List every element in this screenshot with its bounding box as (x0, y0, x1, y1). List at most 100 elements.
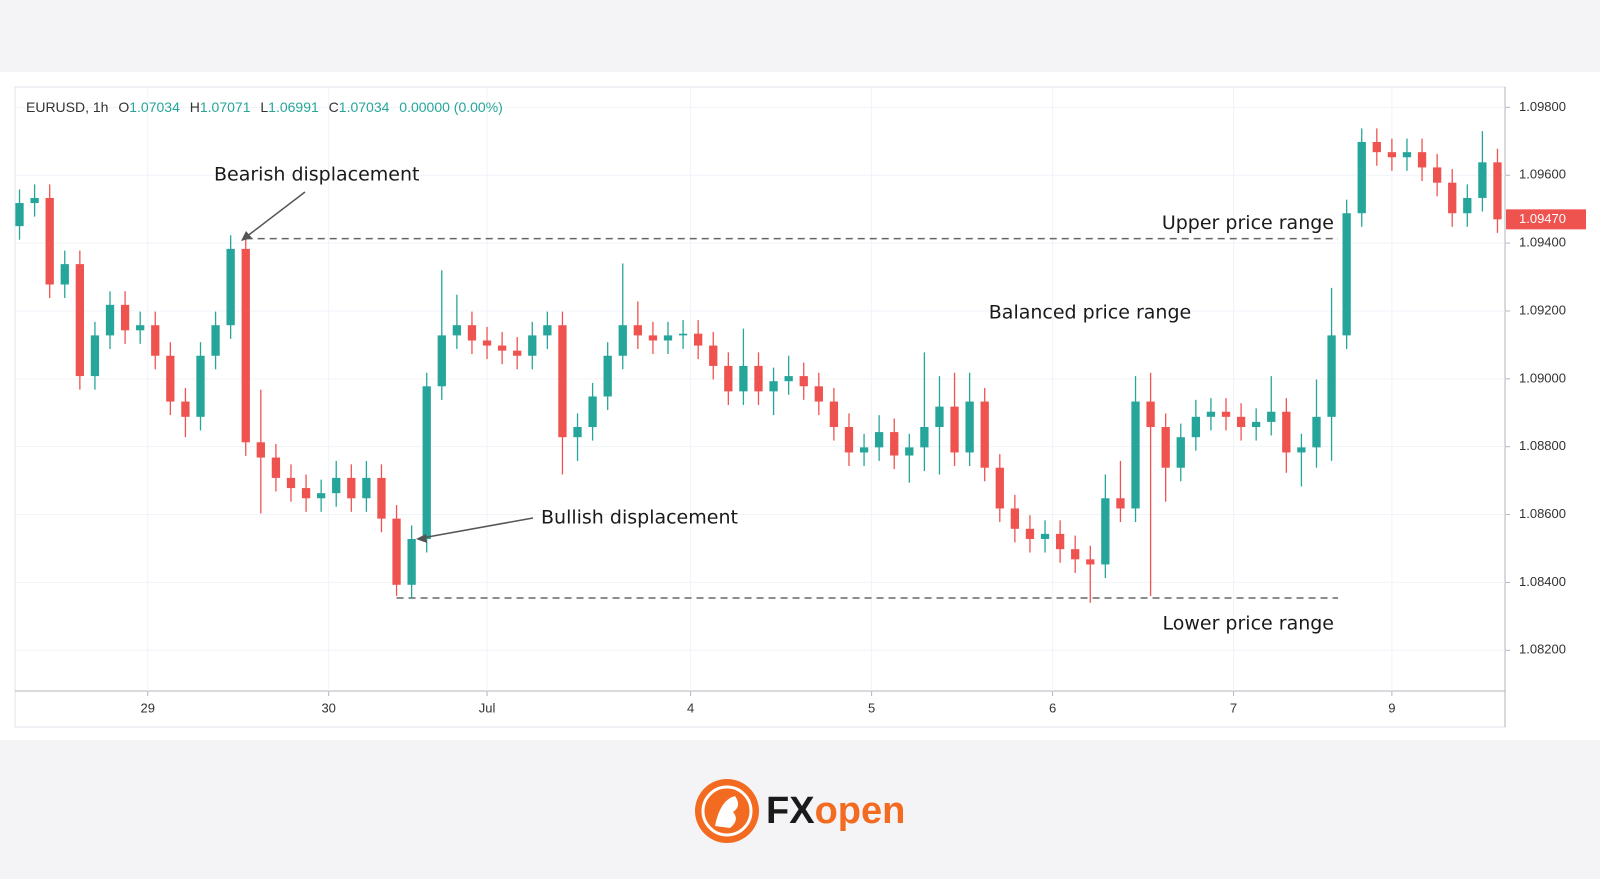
bullish-arrow (421, 517, 534, 539)
x-tick-label: 6 (1049, 700, 1056, 715)
candle-body (1267, 411, 1276, 422)
y-tick-label: 1.09200 (1519, 302, 1566, 317)
y-tick-label: 1.08200 (1519, 642, 1566, 657)
logo-text: FXopen (766, 790, 905, 832)
candle-body (603, 355, 612, 397)
candle-body (859, 447, 869, 453)
candle-body (1448, 182, 1457, 214)
candle-body (392, 518, 401, 585)
candle-body (980, 401, 989, 468)
candle-body (271, 457, 281, 478)
x-tick-label: 4 (687, 700, 694, 715)
candle-body (120, 304, 130, 331)
y-tick-label: 1.08800 (1519, 438, 1566, 453)
candle-body (1101, 498, 1110, 565)
candle-body (1402, 152, 1412, 158)
candle-body (528, 335, 537, 356)
candle-body (995, 467, 1004, 509)
candle-body (920, 427, 929, 448)
candle-body (1342, 213, 1351, 336)
bullish-arrowhead (416, 534, 427, 543)
candle-body (709, 345, 718, 366)
candle-body (211, 325, 220, 356)
candle-body (1040, 533, 1050, 539)
chart-header: EURUSD, 1h O1.07034 H1.07071 L1.06991 C1… (26, 99, 503, 115)
level-label: Lower price range (1162, 613, 1334, 635)
candle-body (1297, 447, 1306, 453)
candle-body (1463, 197, 1472, 214)
low-label: L (260, 99, 268, 115)
high-label: H (190, 99, 200, 115)
x-tick-label: 30 (321, 700, 335, 715)
x-tick-label: 9 (1388, 700, 1395, 715)
candle-body (241, 248, 250, 443)
candle-body (482, 340, 492, 346)
candle-body (1116, 498, 1125, 509)
open-value: 1.07034 (129, 99, 180, 115)
candle-body (829, 401, 839, 428)
candle-body (1387, 152, 1397, 158)
candle-body (1327, 335, 1336, 417)
candle-body (1282, 411, 1291, 453)
y-tick-label: 1.09600 (1519, 167, 1566, 182)
candle-body (286, 477, 296, 489)
candle-body (663, 335, 673, 341)
candle-body (814, 386, 823, 402)
candle-body (1417, 152, 1427, 168)
candle-body (497, 345, 507, 351)
candle-body (45, 197, 54, 285)
close-label: C (329, 99, 339, 115)
candle-body (226, 248, 235, 326)
candle-body (105, 304, 115, 336)
last-price-label: 1.09470 (1519, 211, 1566, 226)
candle-body (1252, 421, 1261, 428)
candle-body (678, 333, 688, 336)
candle-body (1432, 167, 1442, 183)
candle-body (1206, 411, 1216, 417)
y-tick-label: 1.08400 (1519, 574, 1566, 589)
candle-body (452, 325, 462, 336)
candle-body (1025, 528, 1035, 539)
y-tick-label: 1.09400 (1519, 235, 1566, 250)
balanced-annotation: Balanced price range (989, 302, 1191, 324)
candle-body (90, 335, 100, 377)
candle-body (1055, 533, 1065, 550)
candle-body (1312, 416, 1321, 448)
logo-fx: FX (766, 790, 815, 832)
candle-body (513, 350, 522, 356)
candle-body (15, 203, 24, 227)
candle-body (1086, 559, 1095, 565)
candle-body (588, 396, 597, 428)
candle-body (377, 477, 386, 519)
candle-body (1221, 411, 1231, 417)
x-tick-label: 5 (868, 700, 875, 715)
low-value: 1.06991 (268, 99, 319, 115)
bearish-annotation: Bearish displacement (214, 164, 419, 186)
candle-body (301, 488, 311, 499)
level-label: Upper price range (1162, 212, 1334, 234)
candle-body (1146, 401, 1155, 428)
candle-body (633, 325, 642, 336)
candle-body (694, 333, 703, 346)
logo-open: open (815, 790, 906, 832)
logo-icon-ring (701, 785, 753, 837)
candle-body (332, 477, 341, 494)
candle-body (75, 264, 84, 377)
candle-body (905, 447, 914, 456)
candle-body (573, 427, 582, 438)
candle-body (543, 325, 552, 336)
candle-body (769, 381, 778, 392)
levels: Upper price range Lower price range (245, 212, 1338, 635)
close-value: 1.07034 (339, 99, 390, 115)
logo-icon-figure (715, 796, 739, 828)
last-price-tag (1506, 209, 1586, 230)
candle-body (437, 335, 446, 387)
bullish-annotation: Bullish displacement (541, 507, 738, 529)
bearish-arrow (245, 191, 306, 238)
change-value: 0.00000 (0.00%) (399, 99, 503, 115)
candle-body (316, 493, 326, 499)
candle-body (1191, 416, 1200, 438)
candle-body (1071, 549, 1080, 560)
candle-body (136, 325, 145, 331)
